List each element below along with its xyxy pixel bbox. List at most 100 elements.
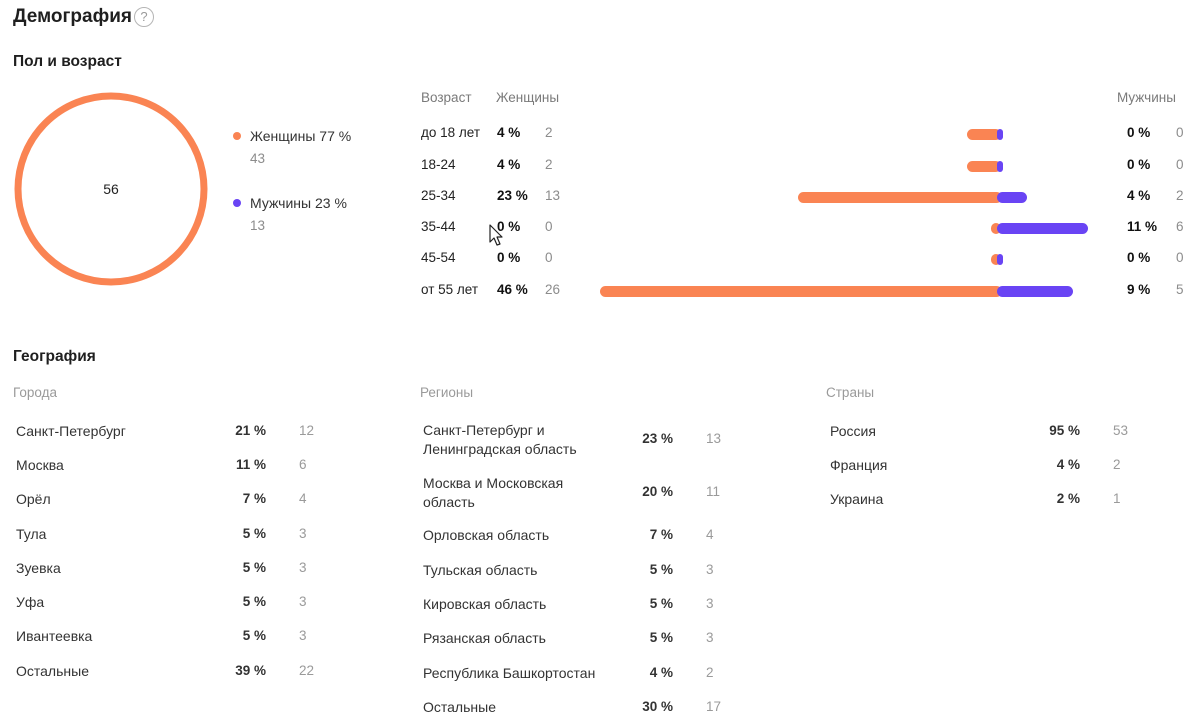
city-name: Зуевка (16, 560, 61, 576)
women-count: 0 (545, 219, 553, 234)
region-pct: 23 % (642, 431, 673, 446)
women-bar (600, 286, 1002, 297)
geography-heading: География (13, 348, 96, 365)
region-row: Рязанская область 5 % 3 (423, 629, 763, 649)
region-row: Тульская область 5 % 3 (423, 561, 763, 581)
women-count: 0 (545, 250, 553, 265)
country-pct: 2 % (1056, 491, 1080, 506)
city-count: 3 (299, 526, 307, 541)
region-row: Орловская область 7 % 4 (423, 526, 763, 546)
age-label: от 55 лет (421, 282, 479, 297)
region-pct: 4 % (649, 665, 673, 680)
region-count: 4 (706, 527, 714, 542)
women-bar (991, 223, 1001, 234)
city-row: Зуевка 5 % 3 (16, 559, 356, 579)
region-pct: 5 % (649, 562, 673, 577)
city-name: Москва (16, 457, 64, 473)
women-bar (967, 129, 1001, 140)
female-legend-count: 43 (250, 151, 266, 166)
men-count: 2 (1176, 188, 1184, 203)
region-name: Санкт-Петербург и Ленинградская область (423, 422, 577, 457)
region-pct: 7 % (649, 527, 673, 542)
age-row: от 55 лет 46 % 26 9 % 5 (421, 282, 1200, 302)
city-count: 6 (299, 457, 307, 472)
region-row: Республика Башкортостан 4 % 2 (423, 664, 763, 684)
men-count: 0 (1176, 157, 1184, 172)
men-pct: 4 % (1127, 188, 1151, 203)
region-count: 2 (706, 665, 714, 680)
region-name: Орловская область (423, 527, 550, 543)
men-bar (997, 286, 1073, 297)
city-row: Ивантеевка 5 % 3 (16, 627, 356, 647)
region-name: Рязанская область (423, 630, 546, 646)
women-pct: 4 % (497, 125, 521, 140)
country-name: Франция (830, 457, 888, 473)
region-name: Москва и Московская область (423, 475, 564, 510)
women-count: 13 (545, 188, 561, 203)
gender-donut-chart: 56 (14, 92, 208, 286)
men-pct: 0 % (1127, 125, 1151, 140)
age-row: 25-34 23 % 13 4 % 2 (421, 188, 1200, 208)
men-bar (997, 129, 1003, 140)
women-bar (991, 254, 1001, 265)
men-count: 6 (1176, 219, 1184, 234)
men-pct: 0 % (1127, 250, 1151, 265)
region-pct: 30 % (642, 699, 673, 714)
city-pct: 11 % (235, 457, 266, 472)
city-row: Москва 11 % 6 (16, 456, 356, 476)
country-count: 1 (1113, 491, 1121, 506)
women-bar (798, 192, 1002, 203)
city-row: Тула 5 % 3 (16, 525, 356, 545)
city-pct: 5 % (242, 526, 266, 541)
col-women-header: Женщины (496, 90, 560, 105)
donut-total: 56 (103, 181, 119, 197)
region-count: 3 (706, 562, 714, 577)
region-name: Остальные (423, 699, 496, 715)
age-row: 45-54 0 % 0 0 % 0 (421, 250, 1200, 270)
country-count: 2 (1113, 457, 1121, 472)
col-men-header: Мужчины (1117, 90, 1176, 105)
region-name: Республика Башкортостан (423, 665, 596, 681)
cities-header: Города (13, 385, 58, 400)
age-label: до 18 лет (421, 125, 481, 140)
region-count: 3 (706, 630, 714, 645)
city-name: Тула (16, 526, 47, 542)
col-age-header: Возраст (421, 90, 472, 105)
country-row: Франция 4 % 2 (830, 456, 1170, 476)
female-legend-dot (233, 132, 241, 140)
regions-header: Регионы (420, 385, 474, 400)
region-pct: 20 % (642, 484, 673, 499)
donut-segment-female (14, 92, 208, 286)
women-pct: 4 % (497, 157, 521, 172)
women-count: 26 (545, 282, 561, 297)
city-name: Ивантеевка (16, 628, 93, 644)
male-legend-count: 13 (250, 218, 266, 233)
region-name: Тульская область (423, 562, 538, 578)
city-count: 4 (299, 491, 307, 506)
men-count: 5 (1176, 282, 1184, 297)
help-icon[interactable]: ? (134, 7, 154, 27)
countries-header: Страны (826, 385, 875, 400)
city-name: Уфа (16, 594, 45, 610)
women-pct: 0 % (497, 250, 521, 265)
city-count: 22 (299, 663, 315, 678)
region-row: Санкт-Петербург и Ленинградская область … (423, 421, 763, 461)
region-count: 17 (706, 699, 722, 714)
male-legend-dot (233, 199, 241, 207)
age-row: 35-44 0 % 0 11 % 6 (421, 219, 1200, 239)
age-label: 18-24 (421, 157, 456, 172)
city-pct: 5 % (242, 628, 266, 643)
country-pct: 95 % (1049, 423, 1080, 438)
city-name: Санкт-Петербург (16, 423, 126, 439)
region-count: 13 (706, 431, 722, 446)
city-row: Санкт-Петербург 21 % 12 (16, 422, 356, 442)
city-pct: 21 % (235, 423, 266, 438)
city-name: Остальные (16, 663, 89, 679)
women-bar (967, 161, 1001, 172)
women-pct: 0 % (497, 219, 521, 234)
region-pct: 5 % (649, 630, 673, 645)
city-count: 3 (299, 560, 307, 575)
men-bar (997, 161, 1003, 172)
region-name: Кировская область (423, 596, 547, 612)
men-pct: 11 % (1127, 219, 1158, 234)
